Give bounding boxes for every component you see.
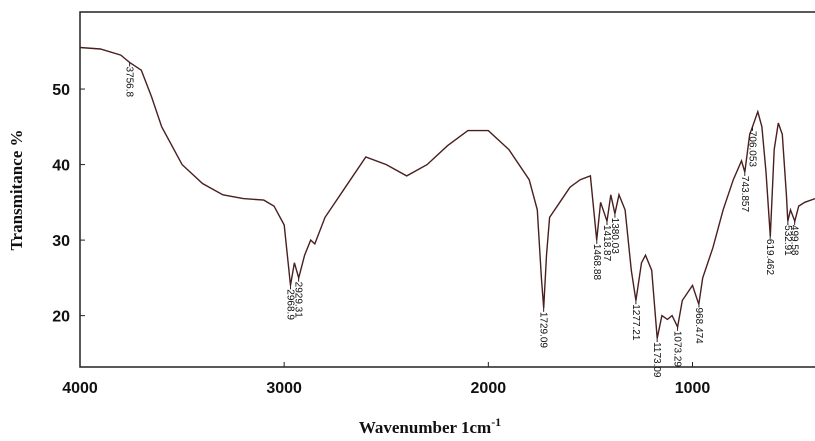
peak-label: 968.474 bbox=[693, 308, 704, 345]
peak-label: 532.91 bbox=[782, 225, 793, 256]
y-tick-label: 50 bbox=[52, 82, 70, 99]
peak-label: 1729.09 bbox=[538, 312, 549, 349]
y-axis-label: Transmitance % bbox=[7, 129, 26, 250]
peak-label: 1173.09 bbox=[651, 342, 662, 378]
x-axis-label-sup: -1 bbox=[491, 415, 501, 429]
peak-label: 1380.03 bbox=[609, 218, 620, 255]
x-axis-label-main: Wavenumber 1cm bbox=[359, 418, 491, 437]
peak-label: 1418.87 bbox=[601, 225, 612, 262]
y-tick-label: 30 bbox=[52, 233, 70, 250]
y-tick-label: 40 bbox=[52, 158, 70, 175]
frame bbox=[79, 11, 815, 368]
x-tick-label: 2000 bbox=[471, 380, 507, 397]
y-tick-label: 20 bbox=[52, 309, 70, 326]
x-tick-label: 4000 bbox=[62, 380, 98, 397]
peak-label: 706.053 bbox=[747, 131, 758, 168]
x-axis-label: Wavenumber 1cm-1 bbox=[359, 415, 501, 437]
peak-label: 1277.21 bbox=[630, 304, 641, 341]
peak-label: 1468.88 bbox=[591, 244, 602, 281]
peak-label: 3756.8 bbox=[124, 66, 135, 97]
peak-label: 499.58 bbox=[789, 225, 800, 256]
peak-label: 1073.29 bbox=[672, 331, 683, 368]
x-tick-label: 1000 bbox=[675, 380, 711, 397]
peak-label: 619.462 bbox=[764, 239, 775, 276]
x-tick-label: 3000 bbox=[266, 380, 302, 397]
peak-label: 2968.9 bbox=[285, 289, 296, 320]
spectrum-line bbox=[79, 46, 815, 339]
peak-label: 2929.31 bbox=[293, 282, 304, 319]
peak-label: 743.857 bbox=[739, 176, 750, 213]
